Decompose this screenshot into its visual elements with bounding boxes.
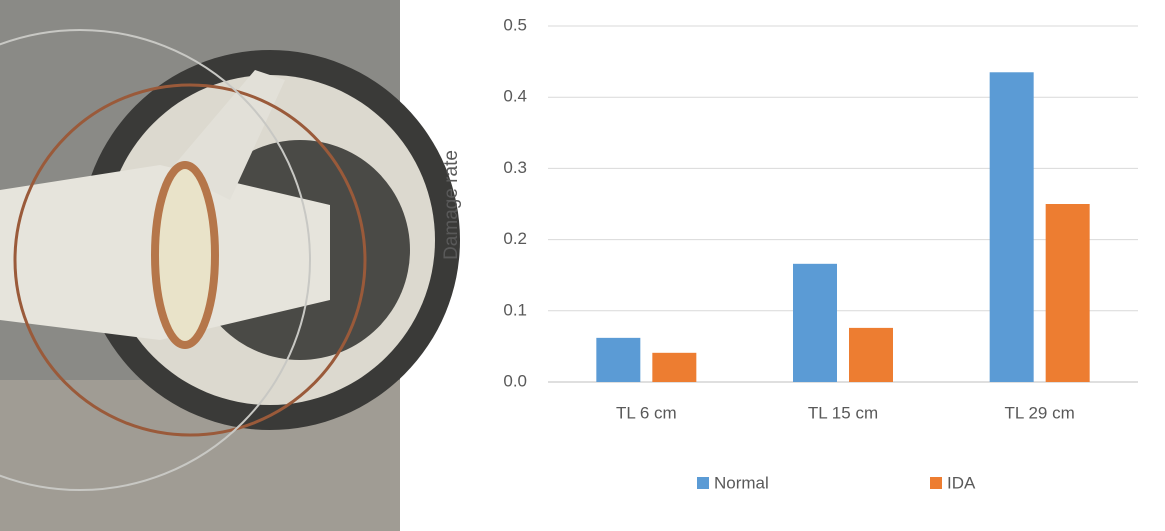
legend-label: IDA <box>947 473 976 492</box>
bar <box>989 72 1034 382</box>
photo <box>0 0 460 531</box>
legend-swatch <box>697 477 709 489</box>
legend-swatch <box>930 477 942 489</box>
y-tick-label: 0.5 <box>503 15 527 34</box>
bar <box>793 263 837 382</box>
x-tick-label: TL 6 cm <box>616 403 677 422</box>
bar <box>652 352 697 382</box>
x-tick-label: TL 15 cm <box>808 403 878 422</box>
legend-label: Normal <box>714 473 769 492</box>
bar <box>1045 204 1090 382</box>
y-axis-label: Damage rate <box>441 150 462 260</box>
bar <box>596 337 641 382</box>
x-tick-label: TL 29 cm <box>1005 403 1075 422</box>
wire-ring <box>13 83 367 437</box>
y-tick-label: 0.4 <box>503 87 527 106</box>
bar <box>849 327 893 382</box>
mesh-ring <box>0 29 311 491</box>
y-tick-label: 0.1 <box>503 300 527 319</box>
collar <box>151 161 219 349</box>
y-tick-label: 0.0 <box>503 371 527 390</box>
strut <box>170 70 285 200</box>
y-tick-label: 0.2 <box>503 229 527 248</box>
y-tick-label: 0.3 <box>503 158 527 177</box>
